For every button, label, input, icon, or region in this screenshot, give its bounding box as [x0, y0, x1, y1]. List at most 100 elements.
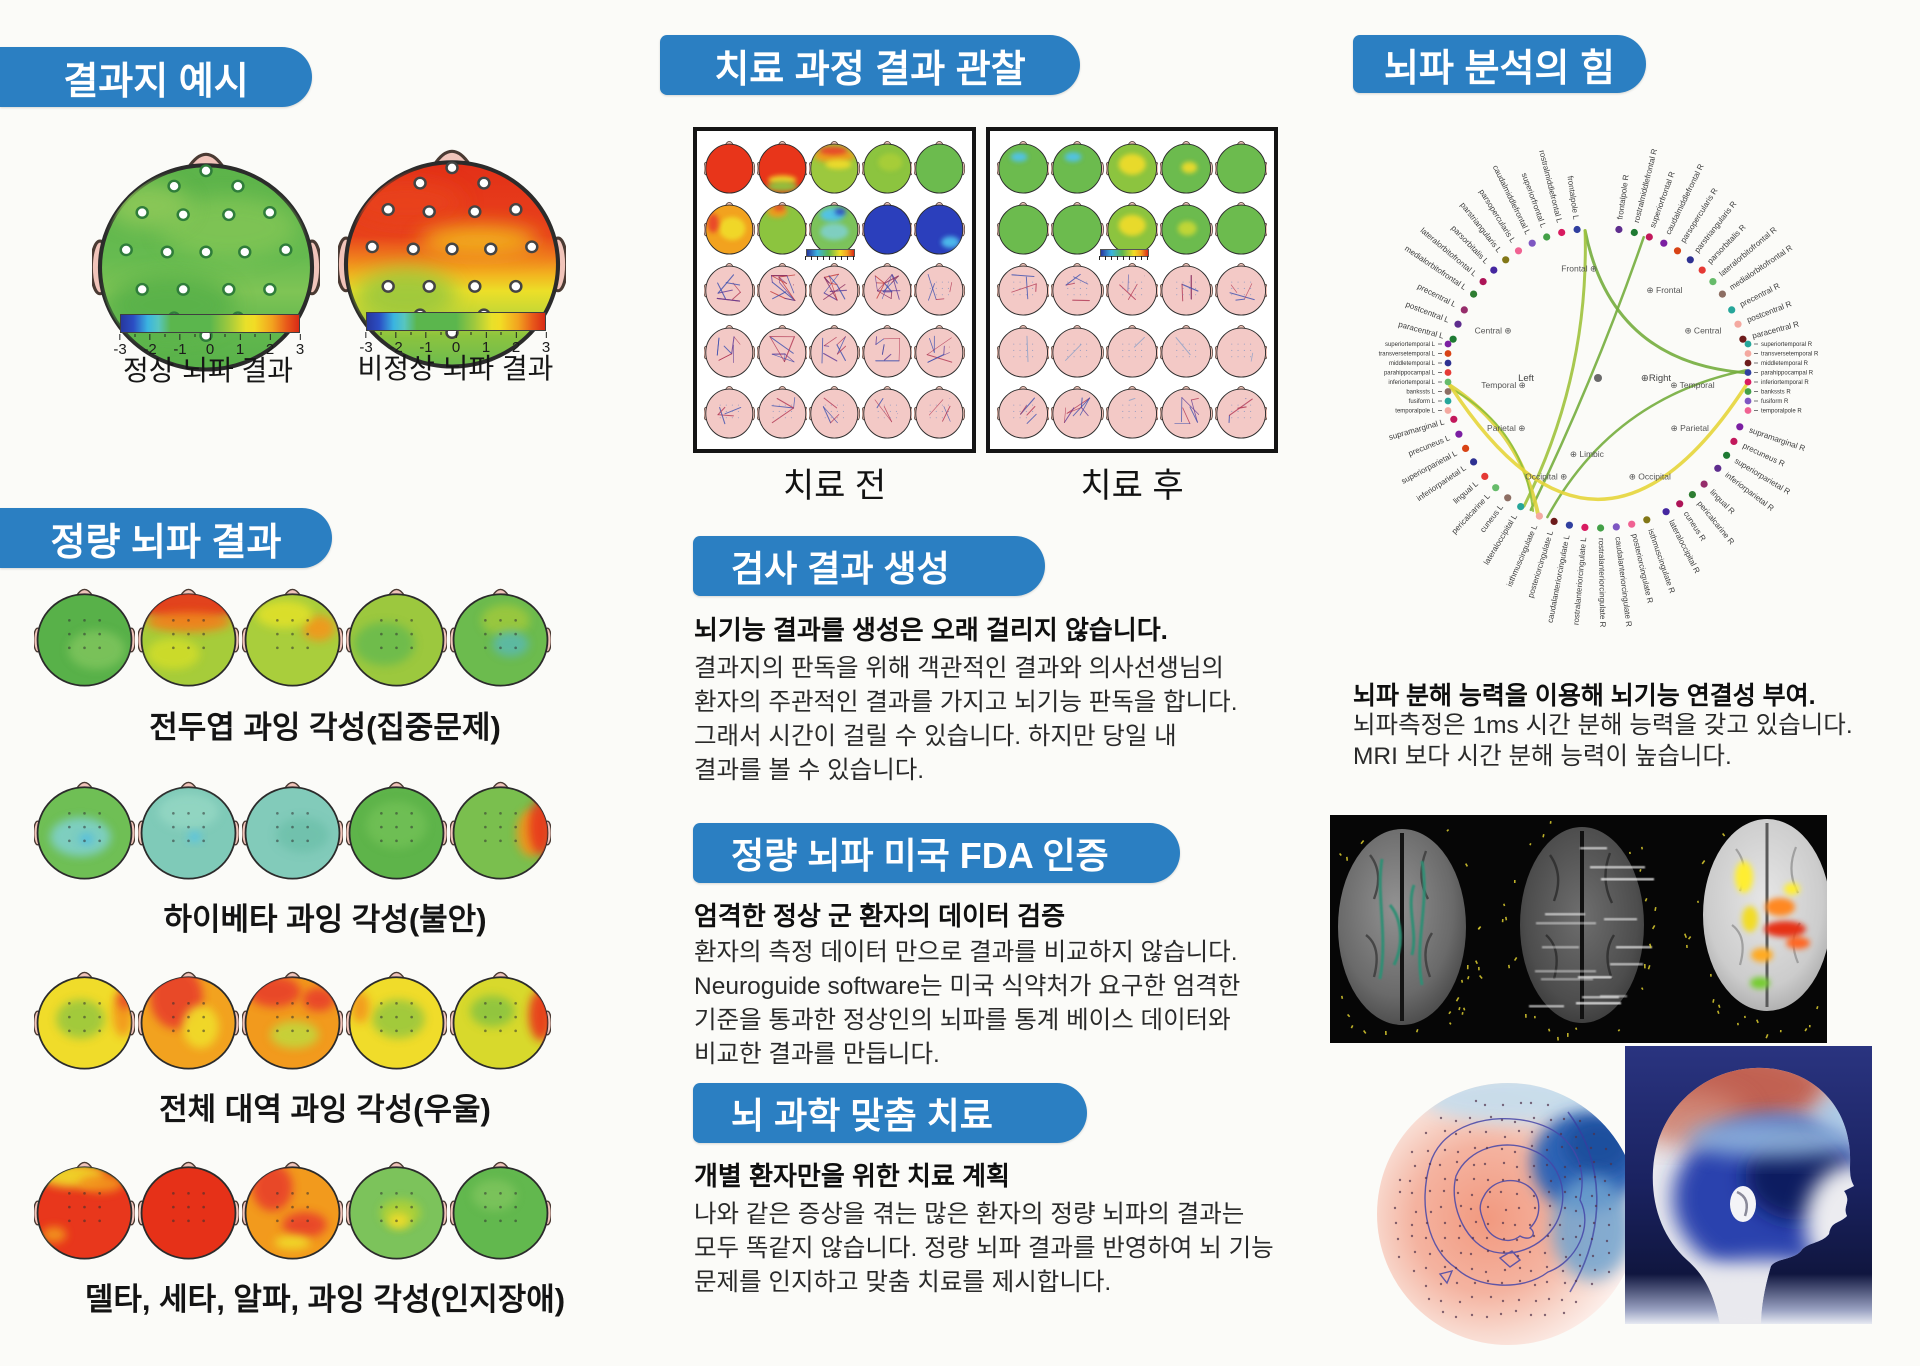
topomap-cell	[997, 322, 1050, 381]
topomap-head	[1105, 385, 1159, 439]
lobe-label: ⊕ Temporal	[1670, 380, 1714, 390]
topomap-head	[1214, 263, 1267, 316]
region-dot	[1730, 437, 1738, 445]
region-dot	[1502, 256, 1510, 264]
region-dot	[1643, 516, 1651, 524]
colorbar-tick	[470, 332, 472, 335]
topomap-head	[450, 1161, 551, 1260]
lobe-label: ⊕ Occipital	[1629, 472, 1671, 482]
paragraph-line: Neuroguide software는 미국 식약처가 요구한 엄격한	[694, 973, 1241, 1000]
lobe-label: ⊕ Limbic	[1570, 449, 1605, 459]
region-dot	[1528, 239, 1536, 247]
region-dot	[1736, 423, 1744, 431]
paragraph-line: 모두 똑같지 않습니다. 정량 뇌파 결과를 반영하여 뇌 기능	[694, 1235, 1274, 1262]
hemisphere-label: Left	[1518, 373, 1534, 384]
colorbar-tick	[410, 332, 412, 335]
topomap-cell	[914, 138, 965, 197]
topomap-cell	[704, 383, 755, 442]
paragraph-line: 그래서 시간이 걸릴 수 있습니다. 하지만 당일 내	[694, 723, 1177, 750]
topomap-head	[1051, 202, 1104, 255]
colorbar-ticks: -3 -2 -1 0 1 2 3	[113, 334, 304, 360]
region-dot	[1645, 233, 1653, 241]
region-label: rostralanteriorcingulate R	[1597, 538, 1608, 628]
topomap-head	[450, 781, 551, 880]
topomap-cell	[346, 966, 447, 1076]
colorbar-tick: 0	[206, 334, 214, 358]
section-header-treatment-observation: 치료 과정 결과 관찰	[660, 35, 1080, 95]
right-bold-line: 뇌파 분해 능력을 이용해 뇌기능 연결성 부여.	[1353, 682, 1816, 710]
section-header-label: 결과지 예시	[63, 60, 249, 103]
topomap-cell	[1051, 260, 1104, 319]
topomap-head	[861, 263, 913, 316]
qeeg-row-caption: 전두엽 과잉 각성(집중문제)	[149, 710, 501, 745]
topomap-cell	[1105, 383, 1159, 442]
connectivity-chord	[1522, 229, 1587, 508]
region-label: bankssts R	[1761, 390, 1791, 396]
colorbar-tick	[530, 332, 532, 335]
region-label: frontalpole L	[1566, 175, 1581, 220]
lobe-label: Temporal ⊕	[1481, 380, 1525, 390]
topomap-cell	[756, 383, 808, 442]
topomap-head	[809, 385, 860, 439]
topomap-cell	[450, 1156, 551, 1266]
colorbar-gradient	[366, 312, 546, 331]
section-header-qeeg-result: 정량 뇌파 결과	[0, 508, 332, 568]
region-dot	[1673, 247, 1682, 255]
topomap-head	[242, 781, 343, 880]
region-label: paracentral R	[1751, 319, 1800, 340]
section-header-report-generation: 검사 결과 생성	[693, 536, 1045, 596]
paragraph-line: 나와 같은 증상을 겪는 많은 환자의 정량 뇌파의 결과는	[694, 1201, 1245, 1228]
region-label: transversetemporal R	[1761, 352, 1819, 358]
region-dot	[1470, 458, 1478, 466]
region-dot	[1734, 320, 1742, 328]
topomap-cell	[1214, 322, 1267, 381]
topomap-cell	[914, 199, 965, 258]
topomap-cell	[346, 776, 447, 886]
topomap-head	[809, 202, 860, 255]
topomap-cell	[242, 966, 343, 1076]
topomap-cell	[242, 1156, 343, 1266]
topomap-cell	[704, 199, 755, 258]
mini-colorbar-ticks	[805, 256, 854, 260]
topomap-cell	[756, 199, 808, 258]
activation-blobs	[1735, 861, 1810, 989]
region-dot	[1460, 306, 1468, 314]
topomap-head	[1214, 324, 1267, 378]
connectivity-chord	[1448, 383, 1748, 502]
region-label: fusiform L	[1409, 399, 1436, 405]
paragraph-line: 비교한 결과를 만듭니다.	[694, 1041, 940, 1068]
paragraph-line: 문제를 인지하고 맞춤 치료를 제시합니다.	[694, 1269, 1112, 1296]
region-dot	[1492, 484, 1500, 492]
colorbar-tick: 1	[482, 332, 490, 356]
region-dot	[1709, 278, 1717, 286]
colorbar-tick	[500, 332, 502, 335]
topomap-cell	[34, 1156, 135, 1266]
topomap-head	[1160, 202, 1213, 255]
region-dot	[1449, 335, 1457, 343]
colorbar-tick	[164, 334, 166, 337]
topomap-cell	[1160, 199, 1213, 258]
topomap-cell	[34, 776, 135, 886]
region-label: paracentral L	[1397, 320, 1445, 341]
topomap-head	[138, 971, 239, 1070]
lobe-label: Occipital ⊕	[1525, 472, 1567, 482]
connectivity-chord	[1449, 387, 1535, 512]
topomap-head	[704, 263, 755, 316]
topomap-head	[914, 141, 965, 194]
after-label: 치료 후	[1080, 467, 1184, 505]
qeeg-head-row	[34, 1156, 551, 1266]
topomap-cell	[997, 199, 1050, 258]
region-dot	[1612, 523, 1620, 531]
section-bold-line: 엄격한 정상 군 환자의 데이터 검증	[694, 901, 1065, 931]
topomap-cell	[1105, 138, 1159, 197]
topomap-head	[1160, 385, 1213, 439]
region-dot	[1597, 524, 1605, 532]
topomap-head	[1160, 324, 1213, 378]
region-dot	[1573, 225, 1581, 234]
colorbar-tick: 2	[512, 332, 520, 356]
region-dot	[1517, 503, 1525, 511]
colorbar-tick	[194, 334, 196, 337]
colorbar-tick: 3	[542, 332, 550, 356]
topomap-head	[704, 385, 755, 439]
